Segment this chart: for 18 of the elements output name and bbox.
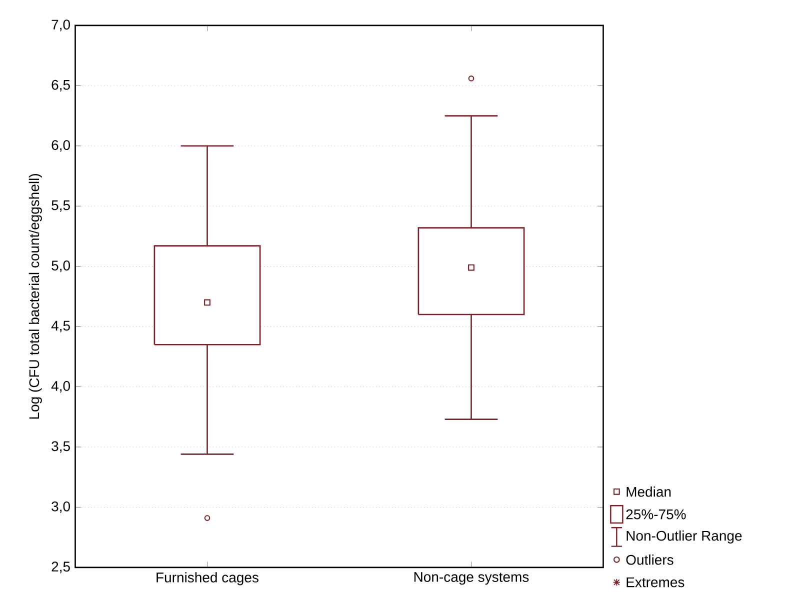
text: Extremes bbox=[626, 577, 684, 588]
y-tick-label: 6,5 bbox=[52, 80, 70, 92]
y-tick-label: 3,0 bbox=[52, 501, 70, 513]
y-tick-label: 3,5 bbox=[52, 441, 70, 453]
y-tick-label: 2,5 bbox=[52, 562, 70, 574]
x-tick-label: Non-cage systems bbox=[414, 572, 529, 585]
y-tick-label: 4,0 bbox=[51, 380, 70, 393]
text: Non-Outlier Range bbox=[626, 530, 742, 544]
y-tick-label: 6,0 bbox=[52, 140, 70, 152]
y-axis-title: Log (CFU total bacterial count/eggshell) bbox=[28, 174, 42, 419]
x-tick-label: Furnished cages bbox=[156, 572, 258, 586]
y-tick-label: 4,5 bbox=[51, 320, 70, 332]
y-tick-label: 5,0 bbox=[52, 260, 70, 272]
text: 25%-75% bbox=[626, 509, 686, 520]
text: Outliers bbox=[626, 554, 674, 565]
y-tick-label: 7,0 bbox=[52, 20, 70, 32]
y-tick-label: 5,5 bbox=[52, 200, 70, 212]
text: Median bbox=[626, 486, 671, 497]
